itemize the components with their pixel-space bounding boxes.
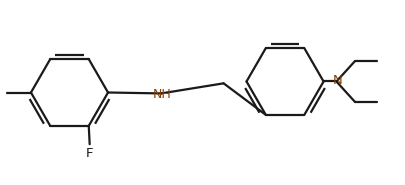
Text: NH: NH <box>153 88 171 101</box>
Text: F: F <box>86 147 94 159</box>
Text: N: N <box>333 74 342 87</box>
